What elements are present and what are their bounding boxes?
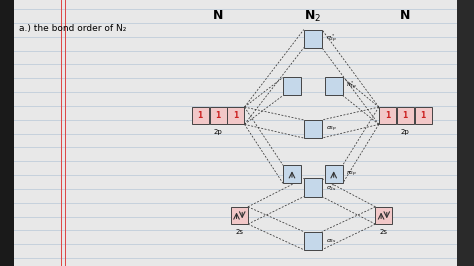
Text: $\sigma_{2p}^*$: $\sigma_{2p}^*$ [326,32,337,45]
FancyBboxPatch shape [191,107,209,124]
Text: 1: 1 [385,111,390,120]
FancyBboxPatch shape [228,107,245,124]
Text: $\pi_{2p}^*$: $\pi_{2p}^*$ [346,80,357,93]
FancyBboxPatch shape [304,30,322,48]
FancyBboxPatch shape [231,207,248,224]
Text: $\sigma_{2p}$: $\sigma_{2p}$ [326,124,337,134]
FancyBboxPatch shape [210,107,227,124]
Text: 1: 1 [198,111,203,120]
Text: $\sigma_{2s}$: $\sigma_{2s}$ [326,237,337,245]
FancyBboxPatch shape [325,165,343,183]
Text: $\pi_{2p}$: $\pi_{2p}$ [346,170,357,179]
Text: $\sigma_{2s}^*$: $\sigma_{2s}^*$ [326,182,337,193]
Text: N$_2$: N$_2$ [304,9,321,24]
FancyBboxPatch shape [397,107,414,124]
Text: 1: 1 [420,111,426,120]
FancyBboxPatch shape [415,107,432,124]
Text: 1: 1 [215,111,221,120]
FancyBboxPatch shape [325,77,343,95]
FancyBboxPatch shape [304,120,322,138]
Text: 1: 1 [233,111,238,120]
FancyBboxPatch shape [283,77,301,95]
Text: a.) the bond order of N₂: a.) the bond order of N₂ [19,24,127,33]
FancyBboxPatch shape [304,232,322,250]
FancyBboxPatch shape [283,165,301,183]
Text: N: N [213,9,223,22]
Text: N: N [400,9,410,22]
Text: 2p: 2p [214,129,222,135]
Text: 2s: 2s [380,229,388,235]
FancyBboxPatch shape [375,207,392,224]
FancyBboxPatch shape [379,107,396,124]
Text: 2s: 2s [236,229,243,235]
Text: 2p: 2p [401,129,410,135]
Text: 1: 1 [402,111,408,120]
FancyBboxPatch shape [304,178,322,197]
